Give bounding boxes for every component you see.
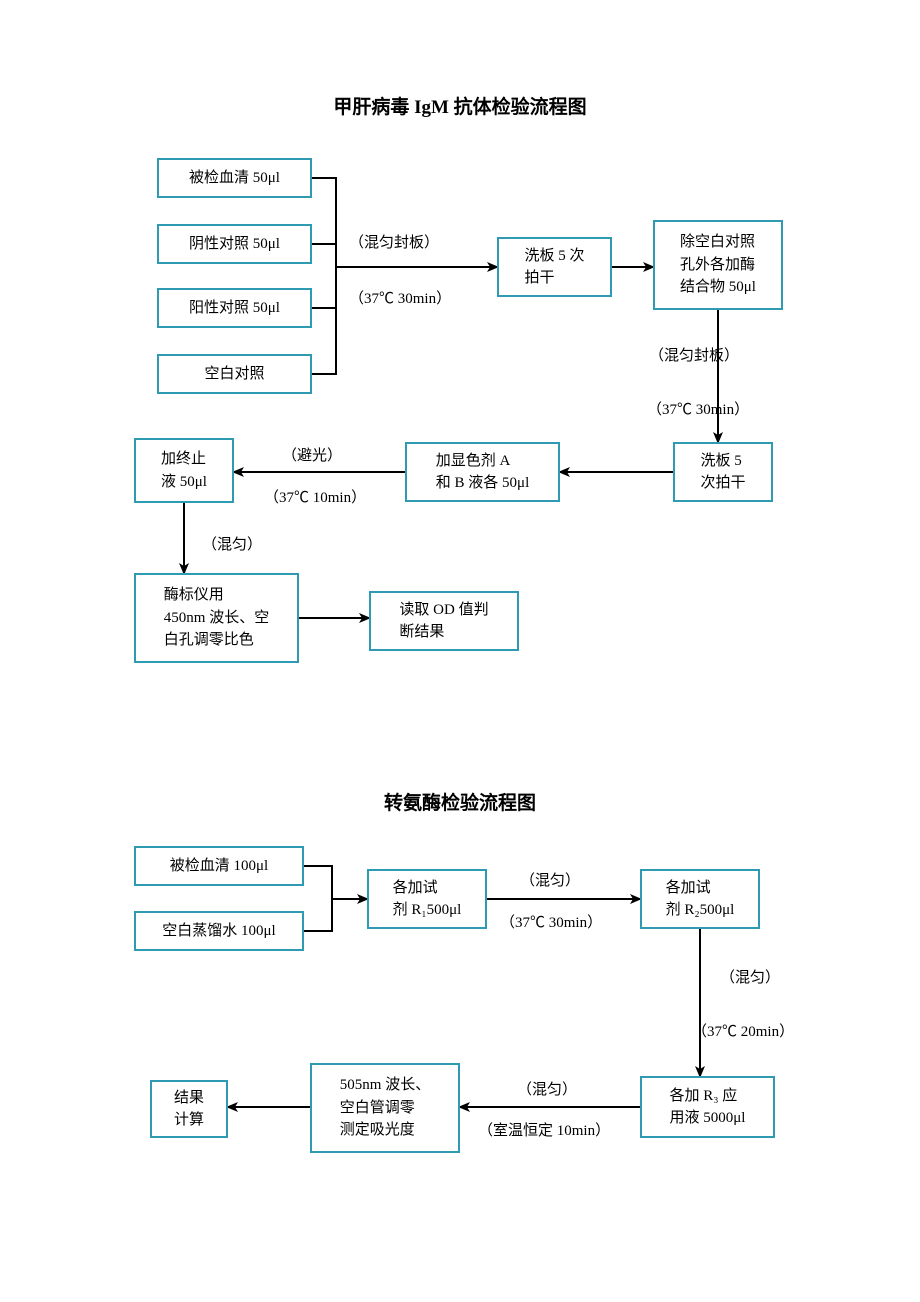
node-text: 结果计算: [174, 1087, 204, 1132]
node-text: 洗板 5 次拍干: [524, 245, 584, 290]
flowchart-node-n8: 加显色剂 A和 B 液各 50μl: [405, 442, 560, 502]
node-text: 酶标仪用450nm 波长、空白孔调零比色: [164, 584, 269, 652]
flowchart1-title: 甲肝病毒 IgM 抗体检验流程图: [0, 92, 920, 119]
node-text: 洗板 5次拍干: [700, 450, 745, 495]
node-text: 阳性对照 50μl: [189, 297, 280, 320]
flowchart-node-m1: 被检血清 100μl: [134, 846, 304, 886]
node-text: 加终止液 50μl: [161, 448, 207, 493]
edge-label-l2: （37℃ 30min）: [349, 288, 451, 311]
node-text: 除空白对照孔外各加酶结合物 50μl: [680, 231, 756, 299]
edge-label-k1: （混匀）: [520, 870, 580, 893]
edge-label-l3: （混匀封板）: [649, 345, 739, 368]
edge-label-k4: （37℃ 20min）: [692, 1021, 794, 1044]
node-text: 读取 OD 值判断结果: [399, 599, 488, 644]
flowchart-node-n5: 洗板 5 次拍干: [497, 237, 612, 297]
flowchart-node-m2: 空白蒸馏水 100μl: [134, 911, 304, 951]
edge-label-l6: （37℃ 10min）: [264, 487, 366, 510]
edge-label-k5: （混匀）: [517, 1079, 577, 1102]
flowchart-node-n10: 酶标仪用450nm 波长、空白孔调零比色: [134, 573, 299, 663]
flowchart-node-n9: 加终止液 50μl: [134, 438, 234, 503]
flowchart-node-n4: 空白对照: [157, 354, 312, 394]
flowchart-node-n6: 除空白对照孔外各加酶结合物 50μl: [653, 220, 783, 310]
node-text: 空白蒸馏水 100μl: [162, 920, 275, 943]
edge-label-l5: （避光）: [282, 445, 342, 468]
edge-label-l4: （37℃ 30min）: [647, 399, 749, 422]
flowchart-node-n11: 读取 OD 值判断结果: [369, 591, 519, 651]
flowchart-node-n7: 洗板 5次拍干: [673, 442, 773, 502]
flowchart2-title: 转氨酶检验流程图: [0, 788, 920, 815]
node-text: 被检血清 100μl: [170, 855, 268, 878]
flowchart-node-n1: 被检血清 50μl: [157, 158, 312, 198]
edge-label-l7: （混匀）: [202, 534, 262, 557]
node-text: 各加试剂 R₁500μl: [393, 877, 462, 922]
edge-label-k3: （混匀）: [720, 967, 780, 990]
node-text: 各加试剂 R₂500μl: [666, 877, 735, 922]
node-text: 各加 R₃ 应用液 5000μl: [670, 1085, 746, 1130]
flowchart-node-n3: 阳性对照 50μl: [157, 288, 312, 328]
node-text: 空白对照: [204, 363, 264, 386]
flowchart-node-m4: 各加试剂 R₂500μl: [640, 869, 760, 929]
flowchart-node-m6: 505nm 波长、空白管调零测定吸光度: [310, 1063, 460, 1153]
flowchart-node-n2: 阴性对照 50μl: [157, 224, 312, 264]
flowchart-node-m3: 各加试剂 R₁500μl: [367, 869, 487, 929]
node-text: 加显色剂 A和 B 液各 50μl: [436, 450, 529, 495]
flowchart-node-m5: 各加 R₃ 应用液 5000μl: [640, 1076, 775, 1138]
edge-label-k2: （37℃ 30min）: [500, 912, 602, 935]
node-text: 阴性对照 50μl: [189, 233, 280, 256]
node-text: 被检血清 50μl: [189, 167, 280, 190]
edge-label-k6: （室温恒定 10min）: [478, 1120, 610, 1143]
flowchart-node-m7: 结果计算: [150, 1080, 228, 1138]
edge-label-l1: （混匀封板）: [349, 232, 439, 255]
node-text: 505nm 波长、空白管调零测定吸光度: [340, 1074, 430, 1142]
